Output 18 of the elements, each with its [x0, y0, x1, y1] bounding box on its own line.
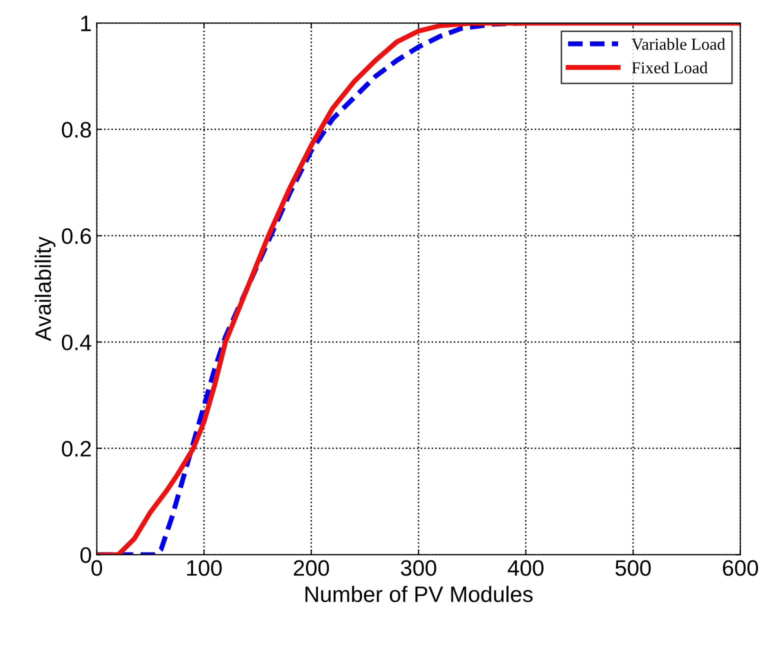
x-tick-label: 600	[722, 560, 758, 576]
y-tick-label: 0	[80, 547, 92, 563]
x-tick-label: 100	[187, 560, 222, 576]
y-tick-label: 0.2	[62, 440, 91, 457]
line-series	[96, 23, 740, 555]
legend-label: Fixed Load	[632, 62, 708, 74]
x-tick-label: 300	[400, 560, 436, 576]
x-tick-label: 0	[91, 560, 102, 576]
x-tick-label: 400	[508, 560, 544, 576]
y-axis-title: Availability	[34, 236, 56, 342]
x-tick-label: 200	[294, 560, 329, 576]
x-axis-title: Number of PV Modules	[306, 586, 533, 602]
y-tick-label: 0.8	[62, 122, 91, 138]
y-tick-label: 0.6	[62, 228, 91, 244]
y-tick-label: 0.4	[62, 334, 92, 350]
y-tick-label: 1	[81, 16, 91, 32]
legend-label: Variable Load	[632, 38, 726, 50]
x-tick-label: 500	[615, 560, 651, 576]
